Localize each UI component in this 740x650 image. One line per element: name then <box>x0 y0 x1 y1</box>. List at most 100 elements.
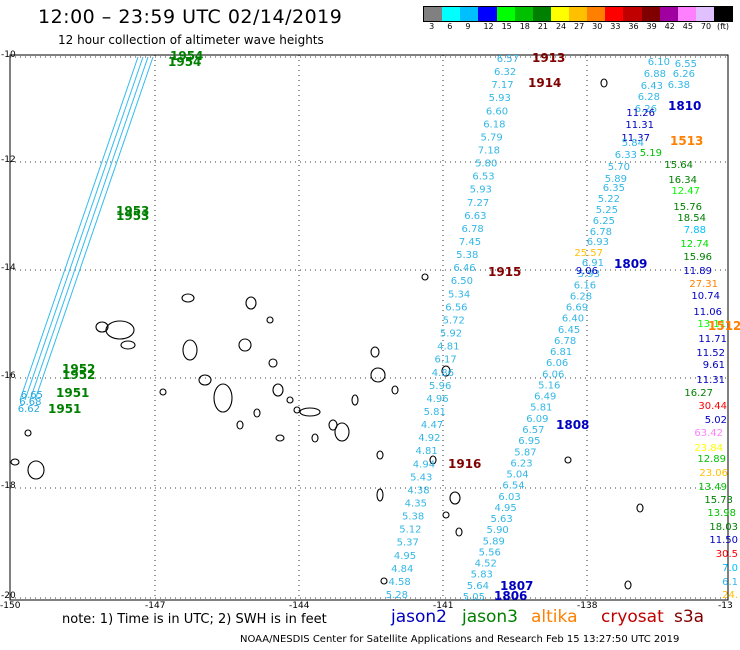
colorbar-tick-label: 3 <box>429 22 435 31</box>
track-b-value: 5.12 <box>399 525 421 536</box>
colorbar <box>423 6 733 22</box>
track-d-value: 13.11 <box>697 319 726 330</box>
track-d-value: 5.84 <box>622 138 644 149</box>
island-outline <box>286 396 294 404</box>
island-outline <box>253 408 261 418</box>
track-b-value: 5.92 <box>440 329 462 340</box>
colorbar-cell <box>569 7 588 21</box>
track-b-value: 6.53 <box>472 172 494 183</box>
track-b-value: 7.18 <box>478 146 500 157</box>
track-b-value: 6.17 <box>434 355 456 366</box>
track-b-value: 7.27 <box>467 198 489 209</box>
island-outline <box>351 394 359 406</box>
track-d-value: 6.26 <box>673 69 695 80</box>
island-outline <box>27 460 45 480</box>
track-d-value: 6.88 <box>644 69 666 80</box>
track-a-value: 6.68 <box>19 397 41 408</box>
track-b-value: 6.56 <box>445 302 467 313</box>
track-d-value: 23.84 <box>694 443 723 454</box>
track-c-value: 6.23 <box>510 458 532 469</box>
track-c-value: 5.90 <box>487 525 509 536</box>
track-d-value: 30.44 <box>698 401 727 412</box>
track-b-value: 6.46 <box>453 263 475 274</box>
track-time-label: 1808 <box>556 418 589 432</box>
islands <box>10 78 644 590</box>
track-b-value: 4.92 <box>418 433 440 444</box>
legend-item-jason2: jason2 <box>391 607 447 627</box>
island-outline <box>24 429 32 437</box>
track-d-value: 10.74 <box>691 291 720 302</box>
island-outline <box>236 420 244 430</box>
track-d-value: 15.96 <box>683 252 712 263</box>
island-outline <box>275 434 285 442</box>
track-d-value: 6.33 <box>615 150 637 161</box>
track-c-value: 6.57 <box>522 425 544 436</box>
track-c-value: 4.52 <box>475 559 497 570</box>
lon-tick-label: -147 <box>145 601 166 611</box>
colorbar-cell <box>587 7 606 21</box>
track-b-value: 4.95 <box>394 551 416 562</box>
track-d-value: 11.52 <box>696 348 725 359</box>
track-b-value: 5.38 <box>402 512 424 523</box>
island-outline <box>564 456 572 464</box>
island-outline <box>376 450 384 460</box>
track-d-value: 6.26 <box>635 104 657 115</box>
island-outline <box>636 503 644 513</box>
track-d-value: 24. <box>722 590 738 601</box>
colorbar-cell <box>677 7 696 21</box>
track-time-labels: 1954195419531953195219521951195119131914… <box>48 49 740 603</box>
track-b-value: 6.57 <box>497 54 519 65</box>
track-time-label: 1953 <box>116 209 149 223</box>
track-c-value: 6.69 <box>566 303 588 314</box>
island-outline <box>95 321 109 333</box>
colorbar-cell <box>641 7 660 21</box>
lat-tick-label: -16 <box>1 371 16 381</box>
track-b-value: 4.38 <box>407 485 429 496</box>
track-b-value: 6.50 <box>451 276 473 287</box>
track-b-value: 6.63 <box>464 211 486 222</box>
island-outline <box>268 358 278 368</box>
island-outline <box>238 338 252 352</box>
colorbar-cell <box>514 7 533 21</box>
track-time-label: 1807 <box>500 579 533 593</box>
track-time-label: 1954 <box>170 49 203 63</box>
lat-tick-label: -10 <box>1 50 16 60</box>
track-b-value: 7.17 <box>491 80 513 91</box>
track-b-value: 5.96 <box>429 381 451 392</box>
island-outline <box>370 367 386 383</box>
island-outline <box>370 346 380 358</box>
credit-line: NOAA/NESDIS Center for Satellite Applica… <box>240 634 680 645</box>
track-d-value: 6.35 <box>603 183 625 194</box>
track-c-value: 6.78 <box>554 336 576 347</box>
track-b-value: 6.32 <box>494 67 516 78</box>
island-outline <box>624 580 632 590</box>
colorbar-tick-label: 45 <box>682 22 693 31</box>
track-d-value: 5.89 <box>605 174 627 185</box>
colorbar-tick-label: 30 <box>592 22 603 31</box>
track-d-value: 11.89 <box>683 266 712 277</box>
track-b-value: 5.38 <box>456 250 478 261</box>
track-c-value: 5.89 <box>483 536 505 547</box>
track-time-label: 1954 <box>168 55 201 69</box>
colorbar-cell <box>442 7 461 21</box>
colorbar-unit: (ft) <box>717 22 730 31</box>
track-c-value: 6.45 <box>558 325 580 336</box>
colorbar-tick-label: 33 <box>610 22 621 31</box>
island-outline <box>380 577 388 585</box>
island-outline <box>181 293 195 303</box>
track-time-label: 1809 <box>614 257 647 271</box>
lat-tick-label: -12 <box>1 155 16 165</box>
legend-item-s3a: s3a <box>674 607 705 627</box>
colorbar-cell <box>496 7 515 21</box>
track-b-value: 4.94 <box>413 459 435 470</box>
legend-item-altika: altika <box>531 607 578 627</box>
track-c-value: 5.87 <box>514 447 536 458</box>
track-line <box>24 56 144 401</box>
track-d-value: 7.88 <box>684 225 706 236</box>
track-b-value: 4.81 <box>416 446 438 457</box>
track-b-value: 4.58 <box>388 577 410 588</box>
track-c-value: 6.16 <box>574 280 596 291</box>
track-d-value: 15.73 <box>704 495 733 506</box>
colorbar-cell <box>424 7 443 21</box>
